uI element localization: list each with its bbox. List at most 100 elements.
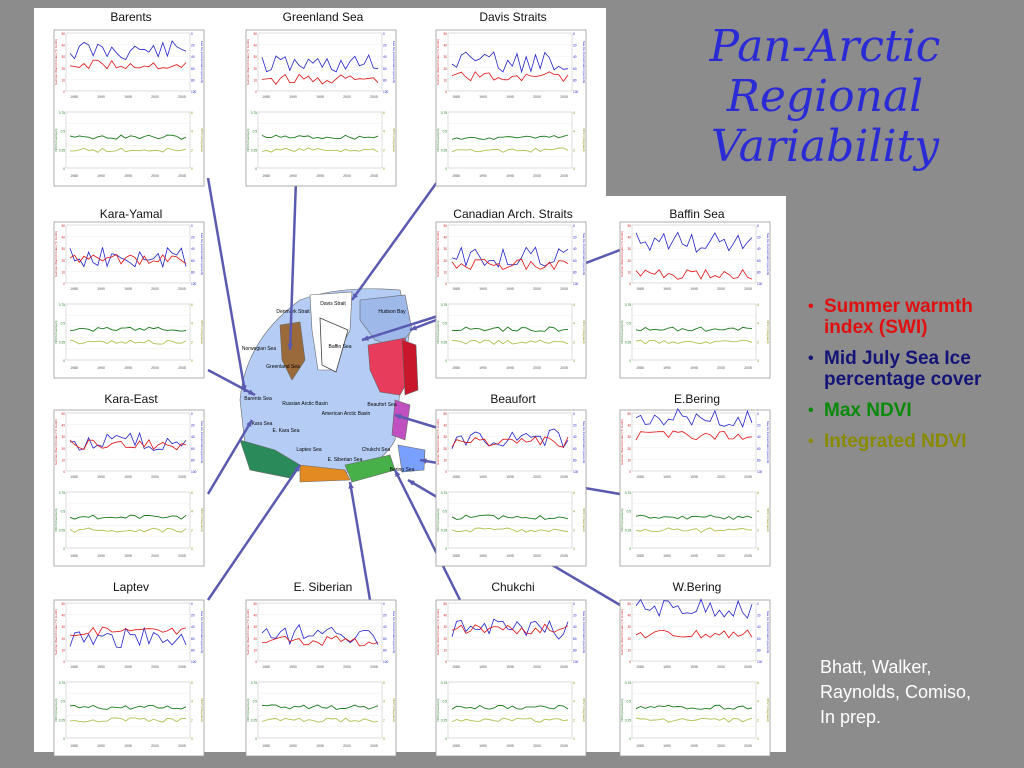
tick-label: 40 xyxy=(627,236,631,240)
tick-label: 20 xyxy=(757,614,761,618)
integrated-ndvi-trace xyxy=(451,147,569,153)
plot-area xyxy=(447,602,573,662)
tick-label: 2000 xyxy=(717,665,725,669)
tick-label: 20 xyxy=(253,637,257,641)
tick-label: 2000 xyxy=(533,744,541,748)
tick-label: 0.75 xyxy=(59,681,65,685)
tick-label: 0 xyxy=(573,224,575,228)
tick-label: 40 xyxy=(61,236,65,240)
tick-label: 0.75 xyxy=(625,681,631,685)
tick-label: 2000 xyxy=(151,287,159,291)
plot-area xyxy=(631,412,757,472)
tick-label: 2000 xyxy=(717,554,725,558)
tick-label: 80 xyxy=(573,78,577,82)
legend-label: Integrated NDVI xyxy=(824,431,967,452)
integrated-ndvi-trace xyxy=(451,527,569,533)
swi-trace xyxy=(635,430,753,441)
tick-label: 1995 xyxy=(690,366,698,370)
tick-label: 1995 xyxy=(124,475,132,479)
max-ndvi-trace xyxy=(635,514,753,520)
tick-label: 4 xyxy=(191,130,193,134)
sea-ice-trace xyxy=(69,246,187,269)
tick-label: 2 xyxy=(191,528,193,532)
tick-label: 100 xyxy=(573,660,579,664)
tick-label: 0.5 xyxy=(253,700,258,704)
plot-area xyxy=(65,303,191,361)
map-label: Norwegian Sea xyxy=(242,346,276,352)
tick-label: 0 xyxy=(445,359,447,363)
region-label: Laptev xyxy=(112,580,150,594)
tick-label: 0 xyxy=(445,90,447,94)
map-label: Hudson Bay xyxy=(378,309,406,315)
tick-label: 0 xyxy=(63,660,65,664)
tick-label: 2005 xyxy=(560,475,568,479)
tick-label: 80 xyxy=(191,78,195,82)
tick-label: 0 xyxy=(63,359,65,363)
tick-label: 4 xyxy=(191,700,193,704)
tick-label: 6 xyxy=(383,111,385,115)
tick-label: 0.5 xyxy=(443,510,448,514)
plot-area xyxy=(631,224,757,284)
tick-label: 20 xyxy=(253,67,257,71)
tick-label: 1990 xyxy=(663,665,671,669)
tick-label: 100 xyxy=(757,470,763,474)
tick-label: 2005 xyxy=(744,554,752,558)
connector-arrow xyxy=(207,368,256,397)
tick-label: 1990 xyxy=(663,744,671,748)
region-label: Baffin Sea xyxy=(669,207,725,221)
tick-label: 2005 xyxy=(744,475,752,479)
tick-label: 2 xyxy=(191,340,193,344)
tick-label: 1990 xyxy=(97,744,105,748)
tick-label: 1990 xyxy=(97,475,105,479)
swi-trace xyxy=(451,623,569,635)
tick-label: 2000 xyxy=(533,366,541,370)
tick-label: 0 xyxy=(445,547,447,551)
tick-label: 30 xyxy=(61,625,65,629)
swi-trace xyxy=(261,635,379,647)
axis-title: Summer Warmth Index (°C month) xyxy=(246,39,250,85)
plot-area xyxy=(257,602,383,662)
connector-arrow xyxy=(288,179,298,351)
plot-area xyxy=(447,491,573,549)
tick-label: 1985 xyxy=(636,554,644,558)
tick-label: 80 xyxy=(383,648,387,652)
tick-label: 60 xyxy=(757,259,761,263)
region-chart: 1985198519901990199519952000200020052005… xyxy=(53,221,205,379)
tick-label: 1985 xyxy=(262,744,270,748)
tick-label: 0 xyxy=(191,32,193,36)
tick-label: 40 xyxy=(61,44,65,48)
tick-label: 10 xyxy=(627,648,631,652)
tick-label: 1995 xyxy=(316,744,324,748)
arctic-map: Davis Strait Hudson Bay Norwegian Sea Gr… xyxy=(239,288,426,483)
tick-label: 0 xyxy=(445,167,447,171)
chart-frame xyxy=(619,599,771,757)
tick-label: 2005 xyxy=(744,665,752,669)
tick-label: 50 xyxy=(61,412,65,416)
plot-area xyxy=(447,681,573,739)
tick-label: 20 xyxy=(443,259,447,263)
tick-label: 1990 xyxy=(289,665,297,669)
tick-label: 2005 xyxy=(744,366,752,370)
tick-label: 1990 xyxy=(97,95,105,99)
map-label: Bering Sea xyxy=(390,467,415,473)
tick-label: 2000 xyxy=(717,475,725,479)
axis-title: Sea Ice Concentration (percent) xyxy=(766,421,770,464)
tick-label: 2000 xyxy=(151,554,159,558)
arrow-head xyxy=(348,482,354,489)
tick-label: 1995 xyxy=(124,366,132,370)
tick-label: 0 xyxy=(573,167,575,171)
tick-label: 1990 xyxy=(289,174,297,178)
axis-title: NDVI (maximum) xyxy=(436,128,440,151)
tick-label: 0.5 xyxy=(61,510,66,514)
axis-title: Summer Warmth Index (°C month) xyxy=(620,231,624,277)
tick-label: 0.5 xyxy=(61,700,66,704)
plot-area xyxy=(257,681,383,739)
connector-arrow xyxy=(394,413,439,430)
tick-label: 1995 xyxy=(506,554,514,558)
tick-label: 0.5 xyxy=(61,130,66,134)
tick-label: 1990 xyxy=(289,744,297,748)
plot-area xyxy=(447,303,573,361)
tick-label: 20 xyxy=(383,614,387,618)
